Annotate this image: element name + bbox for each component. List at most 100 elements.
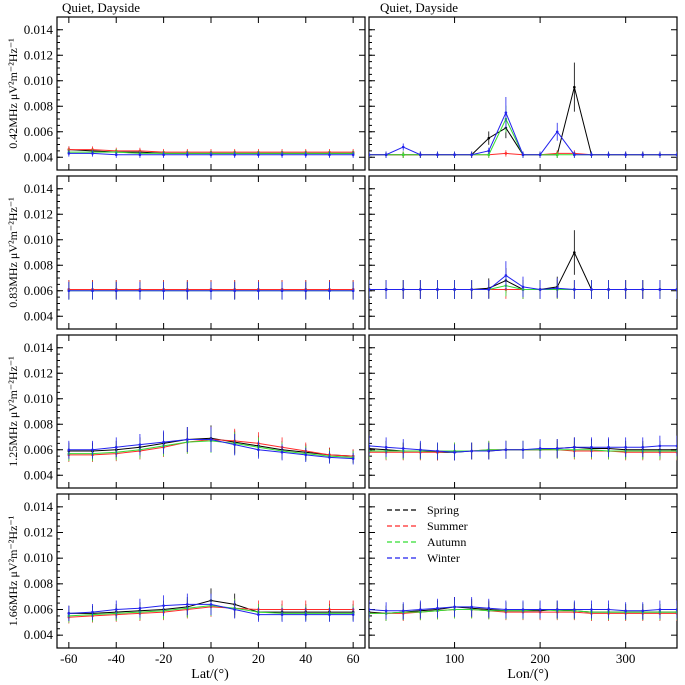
panel-lat-083: 0.004 0.006 0.008 0.010 0.012 0.014 0.83MHz μV… — [6, 175, 366, 330]
data-point-winter — [162, 289, 165, 293]
data-point-winter — [624, 445, 627, 449]
y-tick-label: 0.008 — [24, 416, 53, 431]
data-point-winter — [436, 606, 439, 610]
legend-label-autumn: Autumn — [427, 535, 466, 549]
data-point-winter — [573, 153, 576, 156]
lat-axis-label: Lat/(°) — [191, 667, 229, 682]
left-panel-title: Quiet, Dayside — [62, 0, 140, 15]
panel-lon-083 — [368, 175, 678, 330]
y-tick-label: 0.012 — [24, 206, 53, 221]
x-tick-label: -60 — [60, 651, 77, 666]
data-point-winter — [138, 153, 142, 156]
data-point-winter — [555, 447, 559, 450]
data-point-winter — [470, 449, 473, 453]
data-point-winter — [369, 153, 371, 156]
x-tick-label: 200 — [530, 651, 550, 666]
data-point-winter — [257, 448, 260, 452]
data-point-winter — [114, 445, 118, 449]
data-point-winter — [91, 289, 94, 293]
data-point-winter — [419, 448, 422, 452]
data-point-winter — [67, 448, 71, 452]
x-tick-label: 100 — [445, 651, 465, 666]
data-point-winter — [453, 153, 456, 156]
data-point-winter — [658, 444, 662, 448]
data-point-winter — [351, 153, 355, 156]
data-point-winter — [658, 288, 662, 291]
y-tick-label: 0.006 — [24, 602, 54, 617]
data-point-winter — [658, 153, 662, 156]
data-point-winter — [351, 613, 355, 616]
y-tick-label: 0.014 — [24, 22, 54, 37]
data-point-winter — [419, 153, 422, 156]
data-point-winter — [590, 288, 593, 291]
panel-frame — [56, 493, 366, 649]
data-point-winter — [162, 604, 165, 607]
data-point-winter — [555, 130, 559, 134]
data-point-winter — [419, 288, 422, 291]
data-point-winter — [453, 288, 456, 291]
data-point-winter — [91, 610, 94, 614]
x-tick-label: 300 — [616, 651, 636, 666]
data-point-winter — [138, 443, 142, 446]
data-point-autumn — [401, 153, 405, 156]
data-point-spring — [487, 136, 491, 140]
data-point-winter — [91, 152, 94, 155]
data-point-winter — [280, 289, 284, 293]
data-point-winter — [351, 457, 355, 460]
y-tick-label: 0.004 — [24, 149, 54, 164]
data-point-winter — [280, 451, 284, 454]
data-point-winter — [521, 608, 525, 611]
data-point-winter — [162, 440, 165, 444]
data-point-winter — [624, 153, 627, 156]
data-point-winter — [538, 153, 542, 156]
legend: Spring Summer Autumn Winter — [387, 503, 468, 565]
data-point-winter — [607, 445, 610, 449]
data-point-winter — [504, 111, 508, 114]
panel-frame — [56, 334, 366, 489]
data-point-winter — [607, 153, 610, 156]
panel-lon-125 — [368, 334, 678, 489]
data-point-spring — [573, 251, 576, 254]
data-point-winter — [233, 443, 236, 446]
data-point-winter — [328, 456, 331, 459]
y-tick-label: 0.014 — [24, 499, 54, 514]
data-point-winter — [369, 444, 371, 448]
data-point-autumn — [487, 153, 491, 156]
data-point-winter — [351, 289, 355, 293]
data-point-winter — [538, 288, 542, 291]
data-point-winter — [504, 448, 508, 452]
y-tick-label: 0.006 — [24, 442, 54, 457]
data-point-winter — [138, 289, 142, 293]
data-point-winter — [114, 153, 118, 156]
right-panel-title: Quiet, Dayside — [380, 0, 458, 15]
data-point-winter — [487, 149, 491, 153]
data-point-winter — [624, 288, 627, 291]
data-point-winter — [401, 609, 405, 613]
series-group — [67, 280, 355, 300]
x-tick-label: 40 — [299, 651, 312, 666]
data-point-winter — [470, 288, 473, 291]
data-point-winter — [209, 289, 213, 293]
series-group — [369, 62, 677, 158]
data-point-winter — [641, 153, 645, 156]
data-point-winter — [401, 288, 405, 291]
data-point-winter — [186, 438, 189, 441]
y-tick-label: 0.004 — [24, 467, 54, 482]
series-group — [67, 146, 355, 158]
data-point-winter — [328, 153, 331, 156]
data-point-winter — [419, 608, 422, 611]
y-axis-label: 1.25MHz μV²m⁻²Hz⁻¹ — [6, 356, 20, 467]
data-point-winter — [67, 612, 71, 615]
data-point-winter — [555, 608, 559, 611]
data-point-winter — [624, 609, 627, 613]
panel-frame — [368, 175, 678, 330]
data-point-winter — [436, 449, 439, 453]
series-group — [67, 425, 355, 465]
panel-frame — [368, 16, 678, 171]
x-tick-label: 20 — [252, 651, 265, 666]
data-point-winter — [470, 605, 473, 609]
data-point-winter — [186, 603, 189, 606]
data-point-winter — [521, 448, 525, 452]
data-point-winter — [384, 445, 388, 449]
